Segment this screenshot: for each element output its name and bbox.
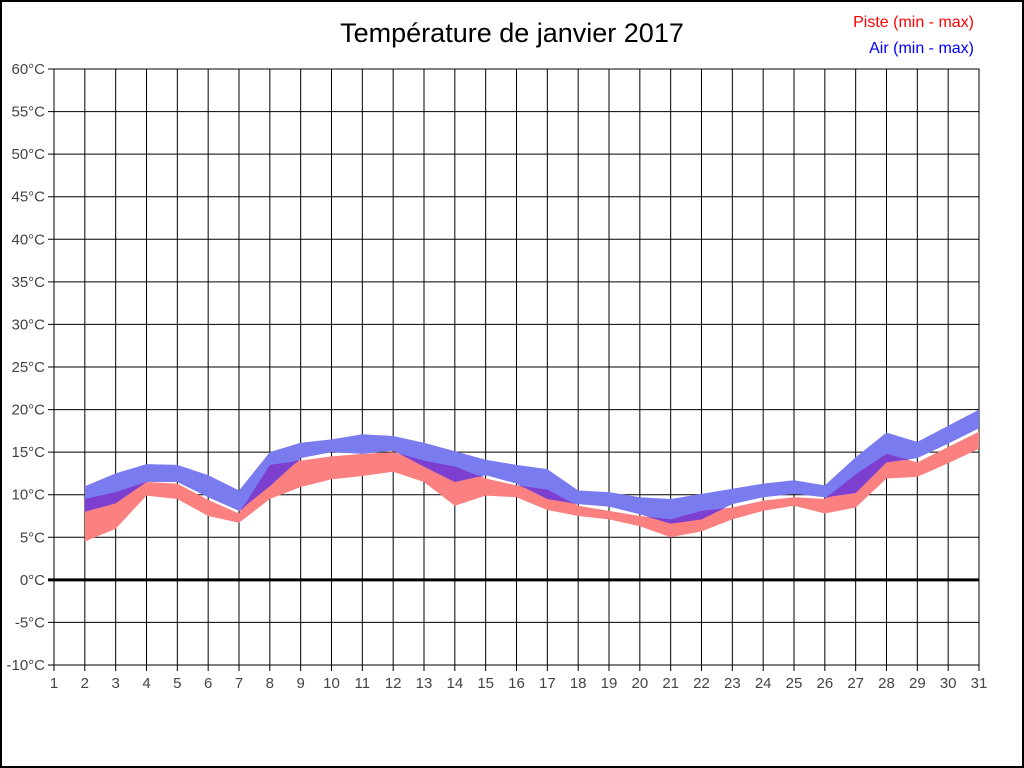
x-tick-label: 19 [601,675,618,692]
x-tick-label: 21 [662,675,679,692]
legend-item-air: Air (min - max) [869,40,974,57]
x-tick-label: 3 [111,675,119,692]
y-tick-label: 35°C [11,274,45,291]
plot-border [53,68,980,666]
x-tick-label: 9 [296,675,304,692]
y-tick-label: 15°C [11,444,45,461]
y-tick-label: 10°C [11,487,45,504]
x-tick-label: 1 [50,675,58,692]
legend: Piste (min - max) Air (min - max) [853,10,974,62]
y-tick-label: 45°C [11,189,45,206]
x-tick-label: 16 [508,675,525,692]
x-tick-label: 25 [786,675,803,692]
x-tick-label: 30 [940,675,957,692]
band-overlap [84,430,980,524]
x-tick-label: 2 [81,675,89,692]
x-tick-label: 15 [477,675,494,692]
x-tick-label: 28 [878,675,895,692]
x-tick-label: 8 [266,675,274,692]
x-tick-label: 29 [909,675,926,692]
y-tick-label: -5°C [15,614,45,631]
y-tick-label: 55°C [11,104,45,121]
y-tick-label: 40°C [11,231,45,248]
y-tick-label: -10°C [6,657,45,674]
y-tick-label: 30°C [11,316,45,333]
x-tick-label: 18 [570,675,587,692]
x-tick-label: 14 [446,675,463,692]
x-tick-label: 11 [355,675,371,692]
x-tick-label: 6 [204,675,212,692]
x-tick-label: 13 [416,675,433,692]
x-tick-label: 12 [385,675,402,692]
x-tick-label: 26 [816,675,833,692]
x-tick-label: 4 [142,675,150,692]
y-tick-label: 50°C [11,146,45,163]
x-tick-label: 31 [971,675,988,692]
x-tick-label: 24 [755,675,772,692]
x-tick-label: 7 [235,675,243,692]
x-tick-label: 22 [693,675,710,692]
legend-item-piste: Piste (min - max) [853,14,974,31]
y-tick-label: 0°C [20,572,45,589]
y-tick-label: 25°C [11,359,45,376]
chart-title: Température de janvier 2017 [340,18,684,48]
x-tick-label: 23 [724,675,741,692]
x-tick-label: 20 [631,675,648,692]
x-tick-label: 5 [173,675,181,692]
x-tick-label: 10 [323,675,340,692]
y-tick-label: 60°C [11,61,45,78]
x-tick-label: 17 [539,675,556,692]
x-tick-label: 27 [847,675,864,692]
y-tick-label: 5°C [20,529,45,546]
y-tick-label: 20°C [11,402,45,419]
air-band [84,409,980,524]
